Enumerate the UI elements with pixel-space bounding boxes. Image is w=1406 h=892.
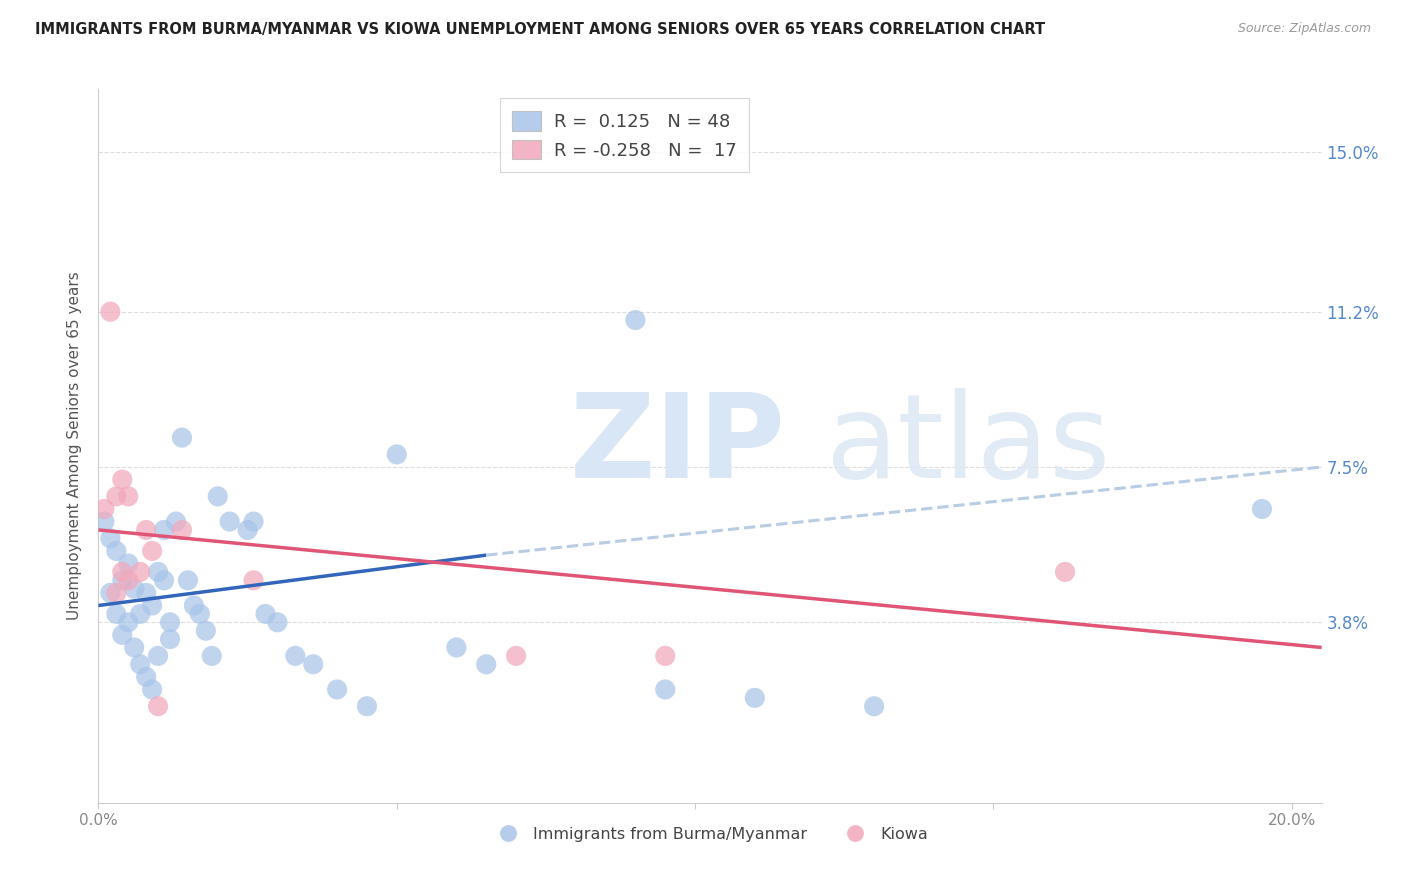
Point [105, 489, 128, 503]
Point [135, 670, 157, 684]
Point [141, 599, 163, 613]
Point [111, 565, 134, 579]
Point [242, 515, 264, 529]
Point [93, 515, 115, 529]
Point [98, 304, 121, 318]
Point [624, 313, 647, 327]
Point [475, 657, 498, 672]
Point [654, 648, 676, 663]
Y-axis label: Unemployment Among Seniors over 65 years: Unemployment Among Seniors over 65 years [67, 272, 83, 620]
Point [863, 699, 886, 714]
Point [218, 515, 240, 529]
Point [141, 544, 163, 558]
Point [105, 544, 128, 558]
Point [1054, 565, 1077, 579]
Point [177, 574, 200, 588]
Text: atlas: atlas [827, 389, 1112, 503]
Point [135, 586, 157, 600]
Point [98, 586, 121, 600]
Point [141, 682, 163, 697]
Point [129, 607, 152, 621]
Point [207, 489, 229, 503]
Point [159, 615, 181, 630]
Point [111, 473, 134, 487]
Point [356, 699, 378, 714]
Point [129, 565, 152, 579]
Point [153, 574, 176, 588]
Point [326, 682, 349, 697]
Point [201, 648, 224, 663]
Point [446, 640, 468, 655]
Point [302, 657, 325, 672]
Point [170, 523, 193, 537]
Point [117, 557, 139, 571]
Text: Source: ZipAtlas.com: Source: ZipAtlas.com [1237, 22, 1371, 36]
Point [744, 690, 766, 705]
Point [505, 648, 527, 663]
Point [194, 624, 217, 638]
Point [236, 523, 259, 537]
Text: ZIP: ZIP [569, 389, 786, 503]
Point [98, 532, 121, 546]
Point [254, 607, 277, 621]
Legend: Immigrants from Burma/Myanmar, Kiowa: Immigrants from Burma/Myanmar, Kiowa [485, 821, 935, 848]
Point [153, 523, 176, 537]
Point [1251, 502, 1274, 516]
Point [284, 648, 307, 663]
Point [117, 615, 139, 630]
Point [111, 574, 134, 588]
Point [135, 523, 157, 537]
Point [165, 515, 187, 529]
Point [146, 565, 169, 579]
Point [129, 657, 152, 672]
Point [117, 574, 139, 588]
Point [105, 607, 128, 621]
Point [654, 682, 676, 697]
Text: IMMIGRANTS FROM BURMA/MYANMAR VS KIOWA UNEMPLOYMENT AMONG SENIORS OVER 65 YEARS : IMMIGRANTS FROM BURMA/MYANMAR VS KIOWA U… [35, 22, 1045, 37]
Point [188, 607, 211, 621]
Point [242, 574, 264, 588]
Point [146, 699, 169, 714]
Point [385, 447, 408, 461]
Point [122, 640, 145, 655]
Point [183, 599, 205, 613]
Point [93, 502, 115, 516]
Point [122, 582, 145, 596]
Point [117, 489, 139, 503]
Point [170, 431, 193, 445]
Point [266, 615, 288, 630]
Point [111, 628, 134, 642]
Point [146, 648, 169, 663]
Point [105, 586, 128, 600]
Point [159, 632, 181, 646]
